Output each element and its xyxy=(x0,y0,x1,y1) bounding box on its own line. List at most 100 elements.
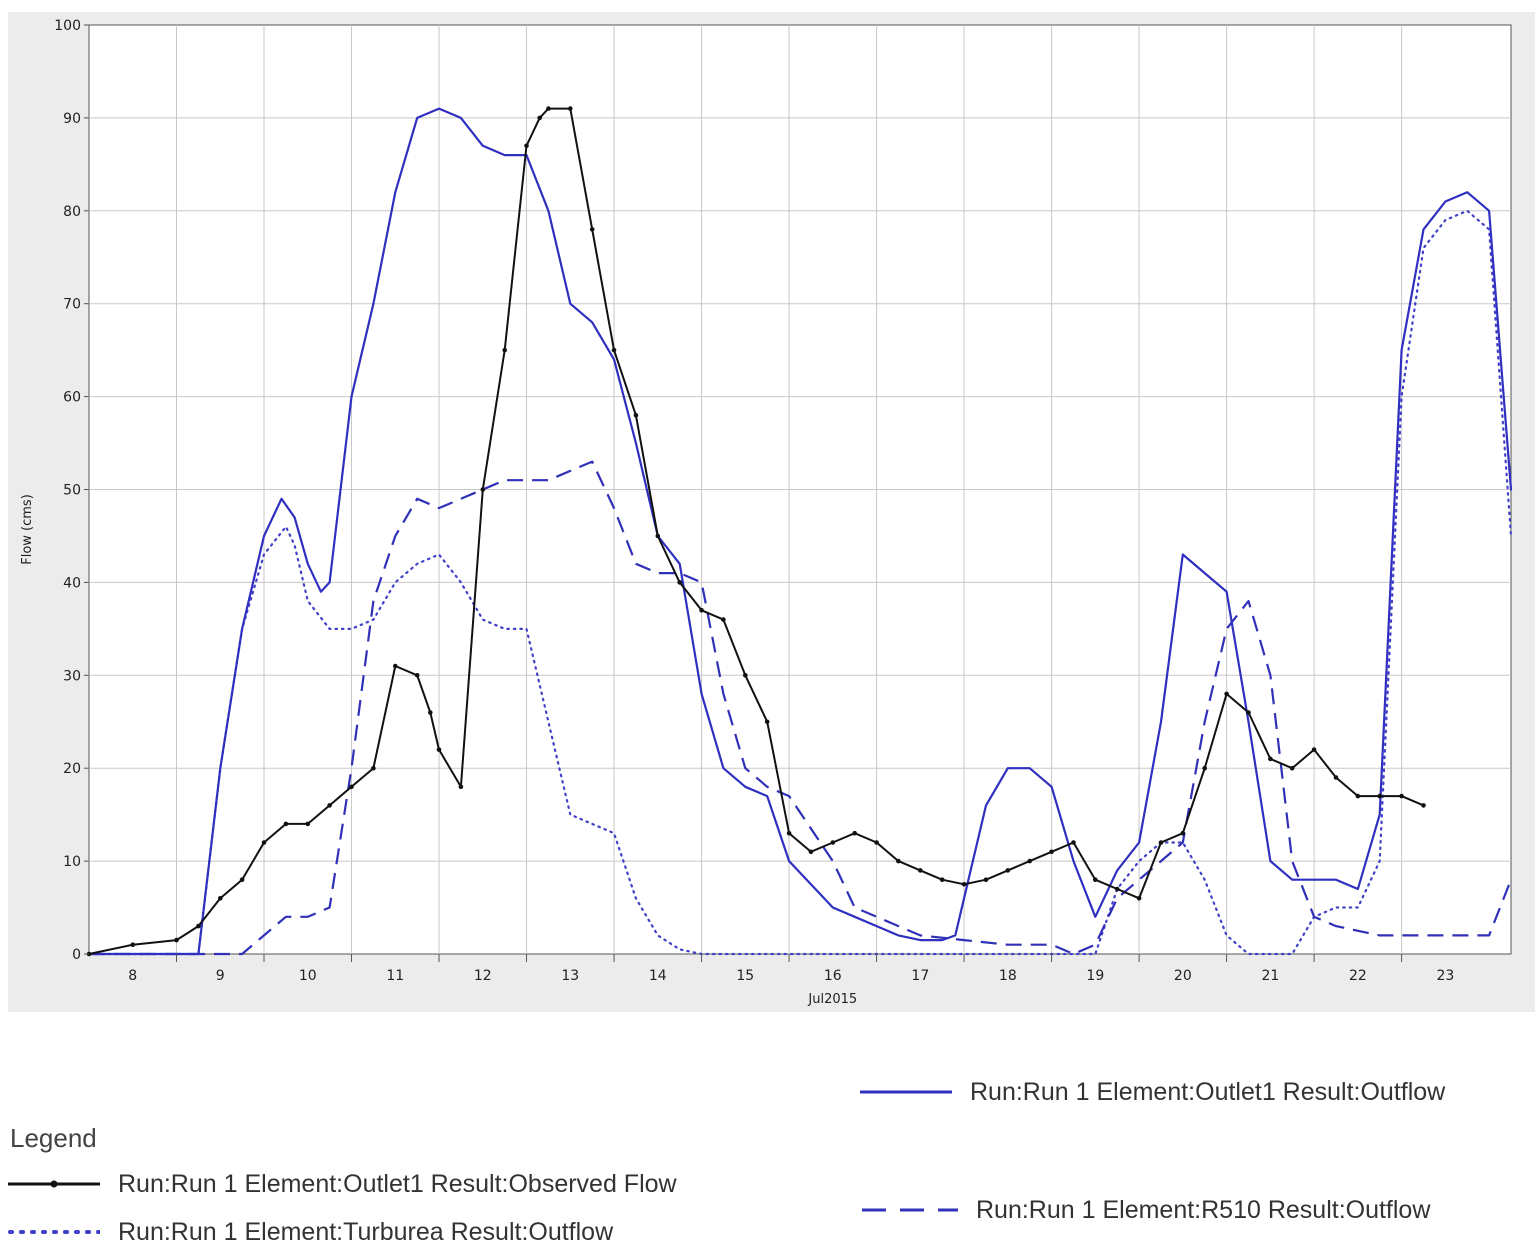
y-tick-label: 20 xyxy=(63,761,81,777)
observed-point xyxy=(1246,710,1251,715)
observed-point xyxy=(1333,775,1339,780)
series-line-3 xyxy=(89,460,1513,956)
chart-panel: 0 10 20 30 40 50 60 70 80 90 100 8 9 10 11 12 13 14 15 16 17… xyxy=(8,12,1535,1012)
observed-point xyxy=(480,487,486,492)
x-tick-label: 14 xyxy=(649,968,667,984)
x-tick-label: 11 xyxy=(386,968,404,984)
y-tick-label: 60 xyxy=(63,390,81,406)
observed-point xyxy=(1289,765,1295,771)
observed-point xyxy=(1421,803,1426,808)
legend-label: Run:Run 1 Element:R510 Result:Outflow xyxy=(976,1195,1431,1224)
observed-point xyxy=(174,937,179,943)
observed-point xyxy=(524,143,529,149)
observed-point xyxy=(1311,747,1317,752)
observed-point xyxy=(1180,830,1186,836)
observed-point xyxy=(428,710,433,715)
observed-point xyxy=(633,412,639,418)
x-tick-label: 13 xyxy=(561,968,579,984)
observed-point xyxy=(1049,849,1054,855)
x-tick-label: 21 xyxy=(1261,968,1279,984)
x-tick-label: 17 xyxy=(911,968,929,984)
observed-point xyxy=(239,877,245,882)
flow-chart: 0 10 20 30 40 50 60 70 80 90 100 8 9 10 11 12 13 14 15 16 17… xyxy=(20,18,1513,1007)
observed-point xyxy=(896,858,901,864)
x-tick-label: 8 xyxy=(128,968,137,984)
legend-item-turburea-outflow: Run:Run 1 Element:Turburea Result:Outflo… xyxy=(8,1215,613,1249)
observed-point xyxy=(393,663,398,669)
legend-label: Run:Run 1 Element:Turburea Result:Outflo… xyxy=(118,1217,614,1246)
observed-point xyxy=(1377,793,1382,799)
observed-point xyxy=(371,765,376,771)
legend-label: Run:Run 1 Element:Outlet1 Result:Observe… xyxy=(118,1169,677,1198)
x-tick-label: 23 xyxy=(1436,968,1454,984)
observed-point xyxy=(546,106,551,111)
observed-point xyxy=(568,106,573,111)
observed-point xyxy=(939,877,945,882)
observed-point xyxy=(1071,840,1076,845)
observed-point xyxy=(1399,793,1404,799)
observed-point xyxy=(283,821,289,827)
observed-point xyxy=(305,821,311,827)
observed-point xyxy=(589,227,595,232)
legend-title: Legend xyxy=(10,1123,97,1153)
observed-point xyxy=(130,942,136,947)
x-tick-label: 12 xyxy=(474,968,492,984)
observed-point xyxy=(1136,896,1142,901)
observed-point xyxy=(1114,886,1120,892)
observed-point xyxy=(1093,877,1098,882)
y-tick-label: 10 xyxy=(63,854,81,870)
observed-point xyxy=(1224,691,1229,697)
observed-point xyxy=(961,882,967,887)
observed-point xyxy=(218,896,223,901)
axes: 0 10 20 30 40 50 60 70 80 90 100 8 9 10 11 12 13 14 15 16 17… xyxy=(20,18,1454,1007)
y-tick-label: 70 xyxy=(63,297,81,313)
observed-point xyxy=(611,347,617,353)
x-tick-label: 10 xyxy=(299,968,317,984)
observed-point xyxy=(1027,858,1032,864)
series-layer xyxy=(86,106,1513,957)
y-tick-label: 80 xyxy=(63,204,81,220)
y-axis-label: Flow (cms) xyxy=(20,494,35,565)
grid-lines xyxy=(89,25,1511,954)
observed-point xyxy=(414,673,420,678)
x-axis-label: Jul2015 xyxy=(807,992,857,1007)
observed-point xyxy=(918,868,923,873)
observed-point xyxy=(786,830,792,836)
legend-swatch-dashed xyxy=(862,1208,958,1212)
observed-point xyxy=(1005,868,1011,873)
observed-point xyxy=(1355,793,1361,799)
observed-point xyxy=(830,840,836,845)
observed-point xyxy=(436,747,442,752)
observed-point xyxy=(655,533,661,539)
y-tick-label: 90 xyxy=(63,111,81,127)
observed-point xyxy=(327,803,332,808)
observed-point xyxy=(1268,756,1273,762)
observed-point xyxy=(1202,765,1207,771)
observed-point xyxy=(458,784,464,790)
x-tick-label: 9 xyxy=(216,968,225,984)
observed-point xyxy=(261,840,267,845)
observed-point xyxy=(743,673,748,678)
x-tick-label: 19 xyxy=(1086,968,1104,984)
series-line-0 xyxy=(87,107,1513,956)
observed-point xyxy=(721,617,726,622)
legend-item-observed-flow: Run:Run 1 Element:Outlet1 Result:Observe… xyxy=(8,1167,677,1201)
legend-swatch-dotted xyxy=(8,1230,100,1234)
legend-item-outlet1-outflow: Run:Run 1 Element:Outlet1 Result:Outflow xyxy=(860,1075,1445,1109)
observed-point xyxy=(196,923,201,929)
observed-point xyxy=(874,840,879,845)
x-tick-label: 22 xyxy=(1349,968,1367,984)
x-tick-label: 18 xyxy=(999,968,1017,984)
y-tick-label: 100 xyxy=(54,18,81,34)
x-tick-label: 16 xyxy=(824,968,842,984)
observed-point xyxy=(537,115,542,121)
x-tick-label: 15 xyxy=(736,968,754,984)
observed-point xyxy=(349,784,354,790)
y-tick-label: 50 xyxy=(63,483,81,499)
observed-point xyxy=(852,830,857,836)
observed-point xyxy=(983,877,989,882)
legend-swatch-marker-line xyxy=(8,1180,100,1188)
observed-point xyxy=(808,849,814,855)
observed-point xyxy=(1158,840,1164,845)
observed-point xyxy=(502,347,508,353)
